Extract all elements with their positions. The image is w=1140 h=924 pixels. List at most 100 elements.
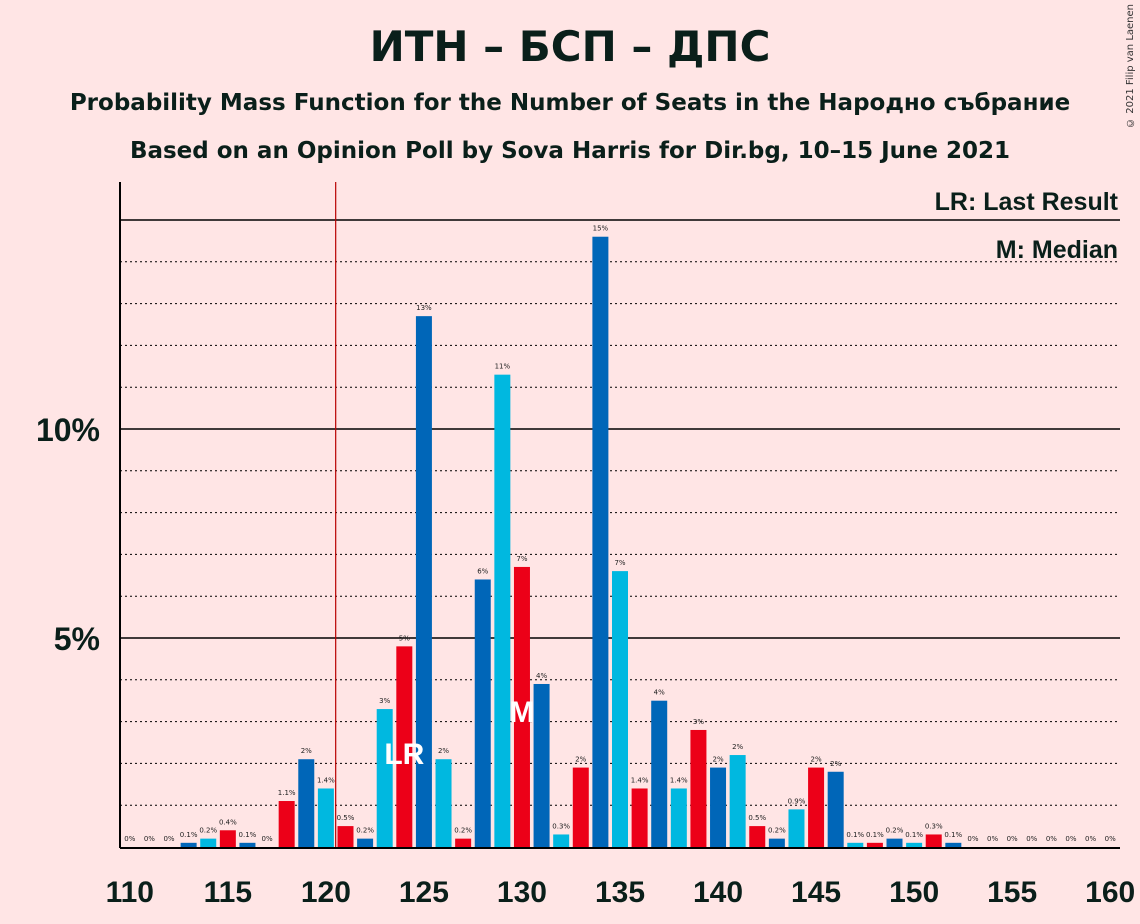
legend-median: M: Median xyxy=(996,236,1118,264)
y-tick-label: 10% xyxy=(36,412,100,448)
data-label: 2% xyxy=(830,760,841,768)
data-label: 3% xyxy=(693,718,704,726)
data-label: 0% xyxy=(124,835,135,843)
data-label: 0% xyxy=(987,835,998,843)
bar-115 xyxy=(219,830,236,847)
bar-136 xyxy=(631,788,648,847)
bar-150 xyxy=(906,842,923,847)
y-tick-label: 5% xyxy=(54,621,100,657)
bar-139 xyxy=(690,729,707,847)
bar-143 xyxy=(768,838,785,847)
bar-121 xyxy=(337,826,354,847)
data-label: 2% xyxy=(712,756,723,764)
data-label: 0.2% xyxy=(454,827,472,835)
data-label: 0.3% xyxy=(925,822,943,830)
data-label: 2% xyxy=(811,756,822,764)
bar-125 xyxy=(415,316,432,847)
median-marker: M xyxy=(509,696,534,729)
x-tick-label: 140 xyxy=(693,876,743,909)
bar-144 xyxy=(788,809,805,847)
data-label: 3% xyxy=(379,697,390,705)
bar-140 xyxy=(710,767,727,847)
data-label: 0% xyxy=(262,835,273,843)
bar-127 xyxy=(455,838,472,847)
bar-133 xyxy=(572,767,589,847)
data-label: 1.4% xyxy=(631,776,649,784)
bar-137 xyxy=(651,700,668,847)
bar-123 xyxy=(376,709,393,847)
x-tick-label: 125 xyxy=(399,876,449,909)
data-label: 15% xyxy=(593,225,609,233)
data-label: 0.9% xyxy=(788,797,806,805)
bar-145 xyxy=(808,767,825,847)
chart-subtitle: Probability Mass Function for the Number… xyxy=(69,90,1071,116)
data-label: 0.2% xyxy=(768,827,786,835)
bar-138 xyxy=(670,788,687,847)
bar-148 xyxy=(866,842,883,847)
data-label: 0.1% xyxy=(239,831,257,839)
data-label: 2% xyxy=(301,747,312,755)
x-tick-label: 120 xyxy=(301,876,351,909)
bar-134 xyxy=(592,236,609,848)
bar-128 xyxy=(474,579,491,847)
data-label: 0% xyxy=(1007,835,1018,843)
x-tick-label: 150 xyxy=(889,876,939,909)
x-tick-label: 155 xyxy=(987,876,1037,909)
bar-132 xyxy=(553,834,570,847)
data-label: 13% xyxy=(416,304,432,312)
data-label: 0% xyxy=(144,835,155,843)
bar-131 xyxy=(533,683,550,847)
bar-129 xyxy=(494,374,511,847)
bar-141 xyxy=(729,755,746,847)
bar-146 xyxy=(827,771,844,847)
bar-114 xyxy=(200,838,217,847)
data-label: 0% xyxy=(967,835,978,843)
data-label: 2% xyxy=(732,743,743,751)
data-label: 2% xyxy=(438,747,449,755)
x-tick-label: 145 xyxy=(791,876,841,909)
data-label: 0.1% xyxy=(944,831,962,839)
data-label: 0.5% xyxy=(748,814,766,822)
bar-113 xyxy=(180,842,197,847)
x-tick-label: 110 xyxy=(106,876,154,909)
data-label: 1.4% xyxy=(670,776,688,784)
data-label: 0.3% xyxy=(552,822,570,830)
data-label: 0.1% xyxy=(905,831,923,839)
data-label: 0% xyxy=(1026,835,1037,843)
bar-152 xyxy=(945,842,962,847)
x-tick-label: 130 xyxy=(497,876,547,909)
data-label: 0.1% xyxy=(866,831,884,839)
x-tick-label: 115 xyxy=(204,876,252,909)
data-label: 11% xyxy=(495,363,511,371)
chart-title: ИТН – БСП – ДПС xyxy=(369,22,771,71)
bar-120 xyxy=(317,788,334,847)
bar-130 xyxy=(513,566,530,847)
data-label: 0% xyxy=(1085,835,1096,843)
bar-124 xyxy=(396,646,413,847)
data-label: 7% xyxy=(614,559,625,567)
bar-135 xyxy=(612,571,628,847)
bar-122 xyxy=(357,838,374,847)
data-label: 4% xyxy=(536,672,547,680)
data-label: 6% xyxy=(477,567,488,575)
chart-source: Based on an Opinion Poll by Sova Harris … xyxy=(129,138,1011,164)
data-label: 0.2% xyxy=(886,827,904,835)
data-label: 0.1% xyxy=(180,831,198,839)
data-label: 1.4% xyxy=(317,776,335,784)
bar-149 xyxy=(886,838,903,847)
data-label: 0% xyxy=(1046,835,1057,843)
data-label: 2% xyxy=(575,756,586,764)
data-label: 0.4% xyxy=(219,818,237,826)
data-label: 0% xyxy=(163,835,174,843)
data-label: 0.1% xyxy=(846,831,864,839)
bar-147 xyxy=(847,842,864,847)
bar-116 xyxy=(239,842,256,847)
data-label: 7% xyxy=(516,555,527,563)
data-label: 4% xyxy=(654,689,665,697)
data-label: 0% xyxy=(1105,835,1116,843)
bar-118 xyxy=(278,801,295,847)
data-label: 0% xyxy=(1065,835,1076,843)
last-result-marker: LR xyxy=(384,738,424,771)
data-label: 0.5% xyxy=(337,814,355,822)
